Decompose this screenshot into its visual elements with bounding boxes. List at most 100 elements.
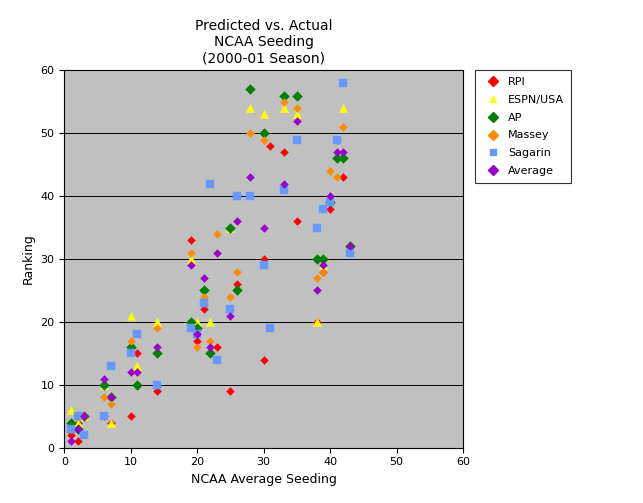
Average bbox=[225, 311, 235, 320]
Sagarin bbox=[125, 350, 136, 358]
Average bbox=[338, 148, 349, 156]
ESPN/USA bbox=[338, 104, 349, 112]
ESPN/USA bbox=[245, 104, 255, 112]
ESPN/USA bbox=[312, 318, 322, 326]
Sagarin bbox=[212, 356, 222, 364]
Average bbox=[152, 343, 163, 351]
AP bbox=[185, 318, 195, 326]
ESPN/USA bbox=[73, 418, 83, 427]
RPI bbox=[125, 412, 136, 421]
AP bbox=[325, 199, 335, 207]
RPI bbox=[332, 136, 342, 144]
ESPN/USA bbox=[192, 318, 203, 326]
Massey bbox=[152, 324, 163, 332]
Title: Predicted vs. Actual
NCAA Seeding
(2000-01 Season): Predicted vs. Actual NCAA Seeding (2000-… bbox=[195, 19, 332, 65]
Massey bbox=[66, 425, 76, 433]
AP bbox=[225, 224, 235, 232]
Sagarin bbox=[278, 186, 289, 194]
RPI bbox=[325, 205, 335, 213]
Sagarin bbox=[225, 305, 235, 313]
Massey bbox=[258, 136, 269, 144]
ESPN/USA bbox=[105, 418, 116, 427]
AP bbox=[79, 412, 89, 421]
Sagarin bbox=[73, 412, 83, 421]
ESPN/USA bbox=[79, 412, 89, 421]
Average bbox=[318, 262, 329, 270]
Sagarin bbox=[152, 381, 163, 389]
Average bbox=[212, 249, 222, 257]
RPI bbox=[258, 356, 269, 364]
Massey bbox=[225, 293, 235, 301]
Average bbox=[199, 274, 209, 282]
AP bbox=[292, 92, 302, 100]
Sagarin bbox=[99, 412, 109, 421]
Massey bbox=[325, 167, 335, 175]
Average bbox=[99, 374, 109, 383]
Massey bbox=[79, 412, 89, 421]
ESPN/USA bbox=[205, 318, 215, 326]
Massey bbox=[132, 368, 143, 376]
Average bbox=[245, 173, 255, 182]
RPI bbox=[66, 431, 76, 439]
Average bbox=[185, 262, 195, 270]
Average bbox=[73, 425, 83, 433]
ESPN/USA bbox=[292, 111, 302, 119]
Sagarin bbox=[332, 136, 342, 144]
Massey bbox=[99, 393, 109, 401]
Average bbox=[258, 224, 269, 232]
Massey bbox=[312, 274, 322, 282]
Massey bbox=[125, 337, 136, 345]
Sagarin bbox=[185, 324, 195, 332]
Average bbox=[205, 343, 215, 351]
Massey bbox=[199, 293, 209, 301]
RPI bbox=[73, 418, 83, 427]
RPI bbox=[185, 236, 195, 244]
RPI bbox=[312, 318, 322, 326]
AP bbox=[99, 381, 109, 389]
AP bbox=[152, 350, 163, 358]
RPI bbox=[73, 438, 83, 446]
Massey bbox=[73, 412, 83, 421]
Sagarin bbox=[338, 79, 349, 87]
RPI bbox=[345, 242, 355, 250]
Average bbox=[325, 192, 335, 200]
Average bbox=[192, 330, 203, 339]
Sagarin bbox=[105, 362, 116, 370]
ESPN/USA bbox=[125, 311, 136, 320]
Massey bbox=[345, 249, 355, 257]
Massey bbox=[245, 129, 255, 137]
RPI bbox=[199, 305, 209, 313]
RPI bbox=[99, 412, 109, 421]
ESPN/USA bbox=[318, 262, 329, 270]
Massey bbox=[185, 249, 195, 257]
RPI bbox=[265, 142, 275, 150]
ESPN/USA bbox=[345, 242, 355, 250]
Sagarin bbox=[192, 330, 203, 339]
AP bbox=[66, 418, 76, 427]
RPI bbox=[205, 350, 215, 358]
AP bbox=[278, 92, 289, 100]
Sagarin bbox=[258, 262, 269, 270]
AP bbox=[105, 393, 116, 401]
AP bbox=[125, 343, 136, 351]
X-axis label: NCAA Average Seeding: NCAA Average Seeding bbox=[191, 473, 336, 486]
Massey bbox=[292, 104, 302, 112]
Massey bbox=[105, 399, 116, 407]
Sagarin bbox=[312, 224, 322, 232]
Sagarin bbox=[245, 192, 255, 200]
Sagarin bbox=[292, 136, 302, 144]
ESPN/USA bbox=[152, 318, 163, 326]
Sagarin bbox=[79, 431, 89, 439]
RPI bbox=[278, 148, 289, 156]
Average bbox=[278, 180, 289, 188]
AP bbox=[318, 255, 329, 263]
Massey bbox=[265, 324, 275, 332]
ESPN/USA bbox=[225, 224, 235, 232]
ESPN/USA bbox=[185, 255, 195, 263]
Massey bbox=[232, 268, 242, 276]
Average bbox=[105, 393, 116, 401]
AP bbox=[345, 242, 355, 250]
Sagarin bbox=[232, 192, 242, 200]
Sagarin bbox=[345, 249, 355, 257]
AP bbox=[312, 255, 322, 263]
